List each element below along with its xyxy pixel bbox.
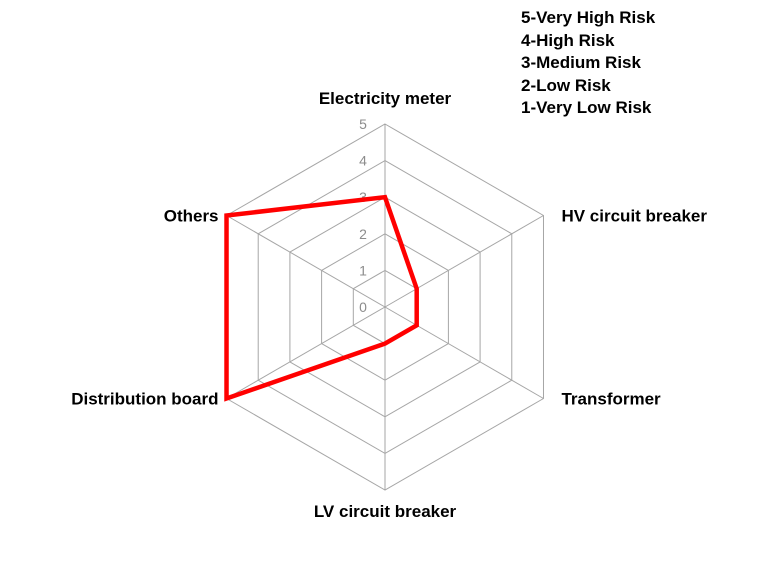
axis-spoke — [384, 306, 544, 399]
tick-label: 4 — [359, 153, 367, 169]
tick-label: 5 — [359, 116, 367, 132]
axis-label: LV circuit breaker — [314, 502, 457, 521]
axis-spoke — [226, 306, 386, 399]
risk-level-3: 3-Medium Risk — [521, 53, 641, 72]
axis-label: Electricity meter — [319, 89, 452, 108]
axis-label: HV circuit breaker — [561, 207, 707, 226]
risk-level-5: 5-Very High Risk — [521, 8, 656, 27]
axis-spoke — [226, 215, 386, 308]
tick-label: 3 — [359, 189, 367, 205]
tick-label: 2 — [359, 226, 367, 242]
risk-level-2: 2-Low Risk — [521, 75, 611, 95]
axis-label: Distribution board — [71, 390, 218, 409]
risk-level-1: 1-Very Low Risk — [521, 98, 652, 117]
axis-label: Transformer — [561, 390, 661, 409]
risk-level-4: 4-High Risk — [521, 30, 615, 50]
axis-label: Others — [164, 207, 219, 226]
tick-label: 1 — [359, 262, 367, 278]
tick-label: 0 — [359, 299, 367, 315]
axis-spoke — [384, 215, 544, 308]
risk-scale-legend: 5-Very High Risk 4-High Risk 3-Medium Ri… — [521, 7, 655, 120]
